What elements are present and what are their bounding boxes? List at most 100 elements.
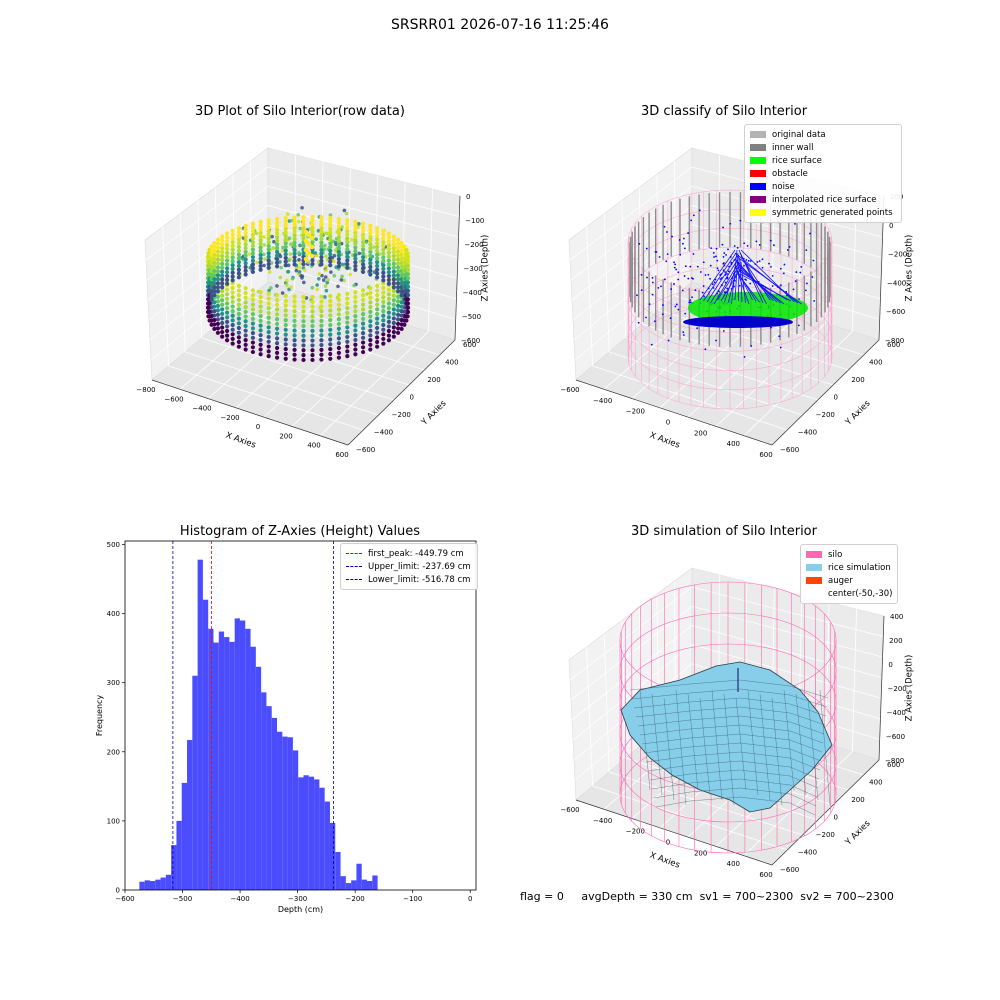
simulation-legend: silo rice simulation auger center(-50,-3… (800, 544, 898, 604)
legend-line (346, 579, 362, 580)
data-point (360, 266, 366, 271)
data-point (266, 243, 271, 248)
data-point (386, 324, 392, 329)
data-point (360, 297, 366, 302)
data-point (220, 242, 225, 247)
data-point (310, 299, 315, 304)
plot-frame (124, 540, 477, 891)
noise-point (682, 331, 685, 333)
data-point (328, 223, 333, 228)
panel-raw-scatter: −800−600−400−2000200400600−600−400−20002… (136, 147, 491, 459)
data-point (250, 349, 256, 355)
data-point (319, 233, 324, 238)
data-point (319, 218, 324, 224)
noise-point (747, 259, 750, 262)
noise-point (640, 274, 643, 276)
y-tick-label: −200 (816, 831, 835, 839)
data-point (224, 277, 230, 283)
noise-point (638, 242, 641, 245)
z-tick-label: −600 (886, 308, 905, 316)
data-point (345, 349, 350, 354)
x-axis-label: X Axies (648, 851, 681, 871)
data-point (212, 272, 217, 278)
noise-streak (734, 252, 739, 301)
data-point (345, 334, 350, 340)
data-point (353, 337, 358, 343)
noise-point (682, 237, 685, 240)
noise-streak (735, 255, 802, 305)
grid-line (168, 365, 364, 431)
data-point (353, 227, 358, 232)
x-tick-label: 200 (279, 432, 292, 440)
noise-point (724, 291, 726, 293)
histogram-bar (282, 736, 288, 890)
data-point (381, 274, 386, 279)
y-tick-label: −600 (780, 866, 799, 874)
data-point (360, 349, 366, 355)
data-point (336, 326, 342, 331)
legend-item: interpolated rice surface (750, 193, 896, 206)
legend-label: auger (828, 575, 853, 586)
data-point (230, 281, 235, 286)
noise-point (698, 209, 701, 212)
data-point (345, 306, 350, 311)
z-tick-label: −100 (465, 217, 484, 225)
y-axis-label: Y Axies (843, 398, 873, 428)
noise-point (636, 294, 638, 297)
histogram-bar (234, 618, 240, 890)
noise-point (690, 219, 693, 222)
data-point (266, 254, 271, 259)
data-point (274, 350, 280, 355)
data-point (283, 318, 288, 323)
data-point (336, 350, 342, 355)
data-point (292, 294, 297, 299)
data-point (319, 222, 324, 227)
data-point (212, 293, 217, 298)
data-point (353, 328, 358, 333)
data-point (319, 352, 324, 357)
data-point (266, 265, 271, 270)
data-point (319, 226, 324, 231)
data-point (336, 220, 342, 225)
y-tick-label: −200 (392, 411, 411, 419)
histogram-bar (351, 880, 357, 890)
data-point (283, 237, 288, 242)
legend-item: rice surface (750, 154, 896, 167)
z-axis-label: Z Axies (Depth) (905, 655, 915, 722)
data-point (283, 351, 288, 357)
data-point (236, 248, 241, 253)
x-tick-label: 400 (727, 440, 740, 448)
noise-point (637, 321, 640, 324)
data-point (250, 243, 256, 249)
surface-mesh-line (651, 778, 818, 798)
data-point (301, 299, 306, 304)
data-point (319, 304, 324, 309)
grid-line (621, 200, 627, 339)
data-point (250, 288, 256, 293)
data-point (220, 234, 225, 239)
data-point (395, 330, 401, 335)
noise-point (674, 305, 677, 308)
data-point (323, 284, 328, 288)
data-point (236, 288, 241, 293)
noise-point (653, 320, 656, 323)
noise-point (670, 288, 672, 290)
data-point (224, 281, 230, 286)
data-point (326, 278, 330, 282)
data-point (321, 278, 326, 282)
data-point (328, 337, 333, 342)
y-tick-label: 100 (107, 817, 120, 825)
x-axis-line (575, 379, 773, 446)
z-tick-label: 0 (888, 661, 892, 669)
noise-point (724, 271, 726, 273)
noise-point (726, 287, 729, 290)
data-point (215, 303, 221, 308)
data-point (306, 241, 312, 247)
noise-streak (739, 273, 792, 302)
noise-point (677, 308, 680, 311)
data-point (386, 239, 392, 244)
data-point (381, 285, 386, 291)
noise-point (696, 265, 699, 268)
data-point (310, 333, 315, 338)
data-point (220, 261, 225, 266)
